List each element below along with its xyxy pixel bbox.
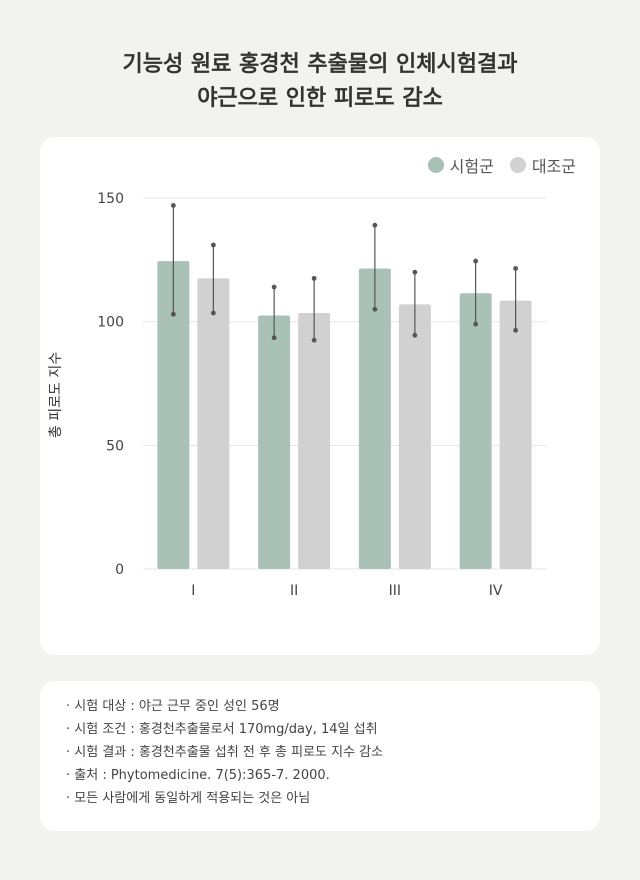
y-tick-label: 0 xyxy=(115,562,124,578)
y-tick-label: 100 xyxy=(97,315,124,331)
error-cap-high xyxy=(412,269,418,275)
y-tick-label: 150 xyxy=(97,191,124,207)
error-cap-low xyxy=(311,337,317,343)
error-cap-low xyxy=(271,335,277,341)
error-cap-high xyxy=(311,275,317,281)
legend-swatch-control xyxy=(509,157,526,173)
error-cap-low xyxy=(513,327,519,333)
error-cap-low xyxy=(372,306,378,312)
error-cap-low xyxy=(210,310,216,316)
x-tick-label: I xyxy=(191,583,195,599)
bar-control xyxy=(197,278,230,569)
error-cap-high xyxy=(170,203,176,208)
note-item: 시험 조건 : 홍경천추출물로서 170mg/day, 14일 섭취 xyxy=(66,718,600,741)
bar-test xyxy=(157,261,190,569)
error-cap-low xyxy=(473,321,479,327)
y-axis-label: 총 피로도 지수 xyxy=(48,351,65,439)
note-item: 출처 : Phytomedicine. 7(5):365-7. 2000. xyxy=(66,764,600,787)
x-tick-label: III xyxy=(389,583,401,599)
bar-test xyxy=(459,293,492,569)
title-line-1: 기능성 원료 홍경천 추출물의 인체시험결과 xyxy=(122,52,518,77)
error-cap-low xyxy=(170,311,176,317)
error-cap-high xyxy=(372,222,378,228)
bar-test xyxy=(258,315,291,569)
error-cap-high xyxy=(271,284,277,290)
title-line-2: 야근으로 인한 피로도 감소 xyxy=(197,86,443,111)
legend: 시험군 대조군 xyxy=(427,153,576,177)
legend-item-control: 대조군 xyxy=(509,153,576,177)
bar-control xyxy=(499,300,532,569)
error-cap-high xyxy=(473,258,479,264)
legend-label-control: 대조군 xyxy=(531,157,576,176)
note-item: 시험 결과 : 홍경천추출물 섭취 전 후 총 피로도 지수 감소 xyxy=(66,741,600,764)
y-tick-label: 50 xyxy=(106,438,124,454)
bar-control xyxy=(398,304,431,569)
x-tick-label: IV xyxy=(489,583,503,599)
note-item: 모든 사람에게 동일하게 적용되는 것은 아님 xyxy=(66,787,600,810)
legend-swatch-test xyxy=(427,157,444,173)
legend-item-test: 시험군 xyxy=(427,153,494,177)
study-notes: 시험 대상 : 야근 근무 중인 성인 56명시험 조건 : 홍경천추출물로서 … xyxy=(40,681,600,831)
bar-control xyxy=(298,313,331,569)
error-cap-high xyxy=(513,266,519,271)
x-tick-label: II xyxy=(290,583,298,599)
error-cap-low xyxy=(412,332,418,338)
page-title: 기능성 원료 홍경천 추출물의 인체시험결과 야근으로 인한 피로도 감소 xyxy=(0,48,640,116)
error-cap-high xyxy=(210,242,216,248)
bar-test xyxy=(358,268,391,569)
notes-list: 시험 대상 : 야근 근무 중인 성인 56명시험 조건 : 홍경천추출물로서 … xyxy=(40,681,600,810)
note-item: 시험 대상 : 야근 근무 중인 성인 56명 xyxy=(66,695,600,718)
legend-label-test: 시험군 xyxy=(449,157,494,176)
